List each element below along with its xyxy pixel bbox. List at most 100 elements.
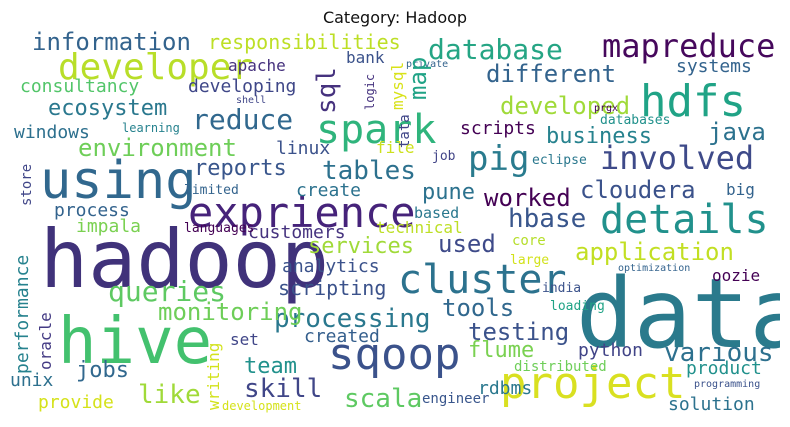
word-like: like [138,380,201,410]
word-oracle: oracle [36,312,55,370]
word-core: core [512,233,546,249]
word-databases: databases [600,113,671,128]
word-developer: developer [58,47,254,88]
word-process: process [54,200,130,221]
word-file: file [376,138,415,157]
word-rdbms: rdbms [478,378,533,399]
word-hbase: hbase [508,204,587,234]
word-limited: limited [184,183,239,198]
word-map: map [404,56,432,100]
word-scripts: scripts [460,118,536,139]
word-linux: linux [276,138,331,159]
word-skill: skill [244,374,323,404]
word-different: different [486,60,617,88]
word-set: set [230,330,259,349]
word-worked: worked [484,184,571,212]
word-prgx: prgx [594,103,619,114]
word-queries: queries [108,275,227,308]
word-performance: performance [12,254,33,374]
word-cloudera: cloudera [580,176,696,204]
word-pune: pune [422,180,475,205]
word-cloud: data hadoop hive exprience using project… [10,30,780,417]
word-jobs: jobs [76,358,129,383]
word-solution: solution [668,394,755,415]
word-customers: customers [248,222,346,243]
word-environment: environment [78,134,237,162]
word-spark: spark [316,107,437,153]
word-apache: apache [228,56,286,75]
word-python: python [578,340,644,361]
word-consultancy: consultancy [20,76,140,97]
word-responsibilities: responsibilities [208,30,401,54]
word-monitoring: monitoring [158,298,303,326]
word-hdfs: hdfs [640,76,746,127]
word-development: development [222,399,302,413]
word-database: database [428,33,563,66]
word-sqoop: sqoop [328,329,461,380]
word-store: store [19,163,35,206]
word-optimization: optimization [618,263,691,274]
word-distributed: distributed [514,359,607,375]
word-project: project [500,358,686,409]
word-services: services [308,234,414,259]
word-india: india [542,281,582,296]
word-programming: programming [694,379,761,390]
word-data: data [576,258,780,370]
word-shell: shell [236,95,267,106]
word-big: big [726,180,755,199]
word-reports: reports [194,156,287,181]
word-using: using [40,151,197,211]
word-various: various [664,338,774,368]
word-product: product [686,358,762,379]
word-involved: involved [600,139,755,177]
word-exprience: exprience [188,188,416,237]
word-business: business [546,124,652,149]
word-impala: impala [76,216,142,237]
word-systems: systems [676,56,752,77]
word-processing: processing [274,304,431,334]
word-writing: writing [204,342,223,410]
word-create: create [296,180,362,201]
word-application: application [575,238,734,266]
word-technical: technical [376,218,463,237]
word-languages: languages [184,221,255,236]
word-information: information [32,30,191,56]
word-java: java [708,118,766,146]
word-based: based [414,204,460,222]
word-oozie: oozie [712,266,761,285]
word-engineer: engineer [422,391,490,407]
word-cluster: cluster [398,257,567,303]
word-created: created [304,326,380,347]
word-large: large [510,253,550,268]
word-tata: tata [397,114,413,148]
word-details: details [600,197,769,243]
word-pig: pig [468,139,530,179]
word-reduce: reduce [192,103,294,136]
word-mapreduce: mapreduce [602,30,776,65]
word-bank: bank [346,48,385,67]
word-tools: tools [442,294,515,322]
word-developed: developed [500,92,631,120]
word-hadoop: hadoop [40,213,329,306]
word-ecosystem: ecosystem [48,96,168,121]
word-used: used [438,230,496,258]
word-logic: logic [363,73,377,110]
word-analytics: analytics [282,256,380,277]
word-developing: developing [188,76,297,97]
word-scripting: scripting [278,276,387,300]
word-loading: loading [550,299,605,314]
word-provide: provide [38,392,114,413]
word-sql: sql [312,67,342,114]
word-scala: scala [344,384,423,414]
word-windows: windows [14,122,90,143]
word-team: team [244,354,297,379]
word-flume: flume [468,338,535,363]
word-job: job [432,149,456,164]
word-tables: tables [322,156,416,186]
word-testing: testing [468,318,570,346]
word-hive: hive [58,305,213,379]
word-eclipse: eclipse [532,153,587,168]
figure-title: Category: Hadoop [322,8,468,27]
word-unix: unix [10,370,54,391]
word-mysql: mysql [388,61,407,110]
